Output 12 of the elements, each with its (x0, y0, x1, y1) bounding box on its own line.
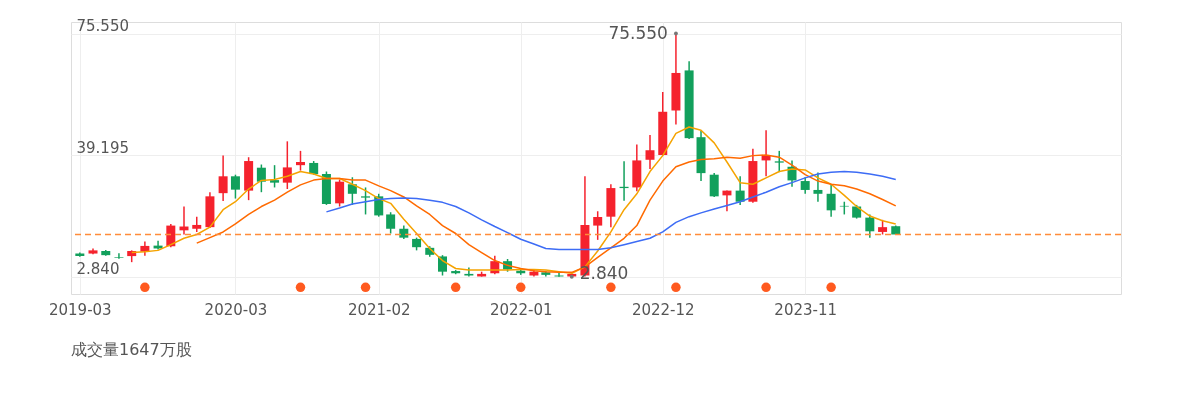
x-tick-label: 2023-11 (774, 300, 838, 319)
annotation: 75.550 (608, 22, 668, 43)
y-tick-label: 2.840 (76, 260, 120, 279)
x-tick-label: 2022-12 (631, 300, 695, 319)
y-tick-label: 75.550 (76, 17, 129, 36)
x-tick-label: 2022-01 (489, 300, 553, 319)
x-tick-label: 2019-03 (48, 300, 112, 319)
x-tick-label: 2021-02 (347, 300, 411, 319)
y-tick-label: 39.195 (76, 138, 129, 157)
annotation: 2.840 (579, 262, 629, 283)
text: 成交量1647万股 (71, 340, 192, 359)
x-tick-label: 2020-03 (204, 300, 268, 319)
